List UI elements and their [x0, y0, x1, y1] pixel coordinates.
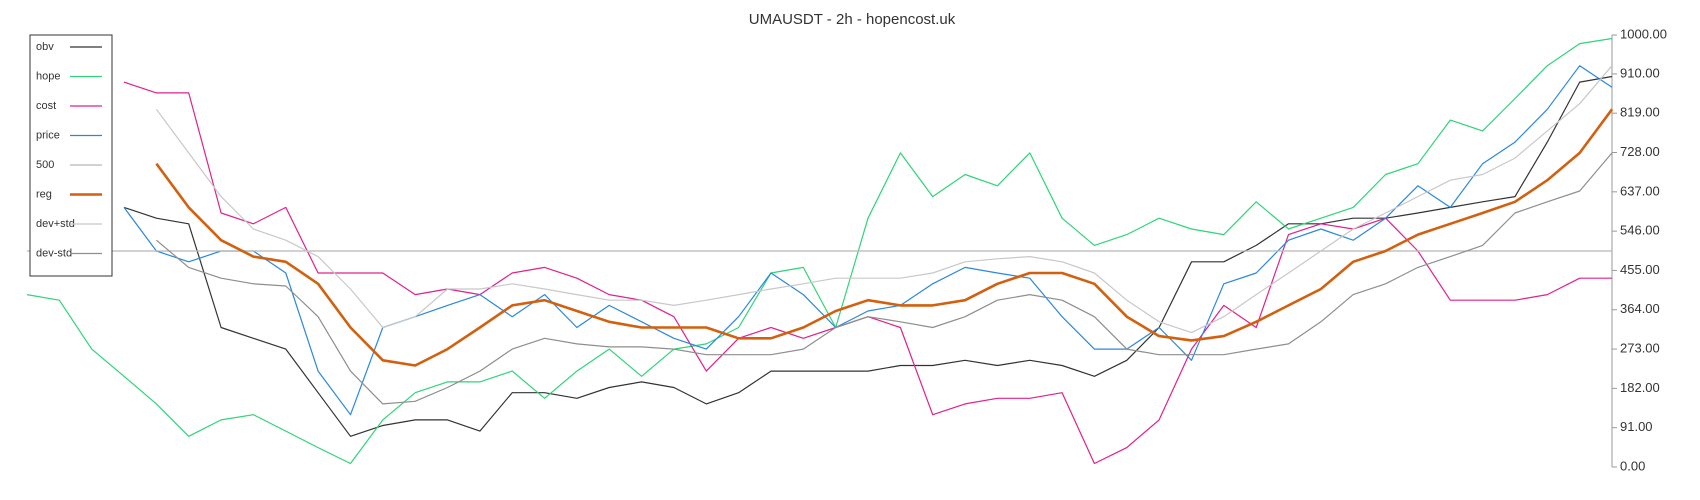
y-tick-label: 819.00: [1620, 105, 1660, 120]
legend-label: reg: [36, 188, 52, 200]
y-tick-label: 273.00: [1620, 341, 1660, 356]
legend-label: hope: [36, 70, 60, 82]
chart-title: UMAUSDT - 2h - hopencost.uk: [749, 11, 956, 28]
series-line: [156, 152, 1613, 405]
series-line: [123, 81, 1612, 465]
y-tick-label: 728.00: [1620, 144, 1660, 159]
legend-label: 500: [36, 159, 54, 171]
y-tick-label: 182.00: [1620, 380, 1660, 395]
y-tick-label: 1000.00: [1620, 26, 1667, 41]
legend-label: dev+std: [36, 218, 75, 230]
y-tick-label: 0.00: [1620, 458, 1645, 473]
legend-label: price: [36, 129, 60, 141]
legend-label: cost: [36, 100, 56, 112]
legend-label: obv: [36, 41, 54, 53]
y-tick-label: 637.00: [1620, 183, 1660, 198]
series-line: [155, 108, 1614, 367]
series-line: [26, 37, 1613, 465]
y-tick-label: 91.00: [1620, 419, 1653, 434]
series-line: [123, 65, 1613, 416]
y-tick-label: 455.00: [1620, 262, 1660, 277]
y-tick-label: 910.00: [1620, 65, 1660, 80]
series-line: [155, 65, 1613, 334]
y-tick-label: 546.00: [1620, 223, 1660, 238]
series-line: [123, 75, 1613, 437]
y-tick-label: 364.00: [1620, 301, 1660, 316]
legend-box: [29, 34, 113, 277]
legend-label: dev-std: [36, 247, 72, 259]
